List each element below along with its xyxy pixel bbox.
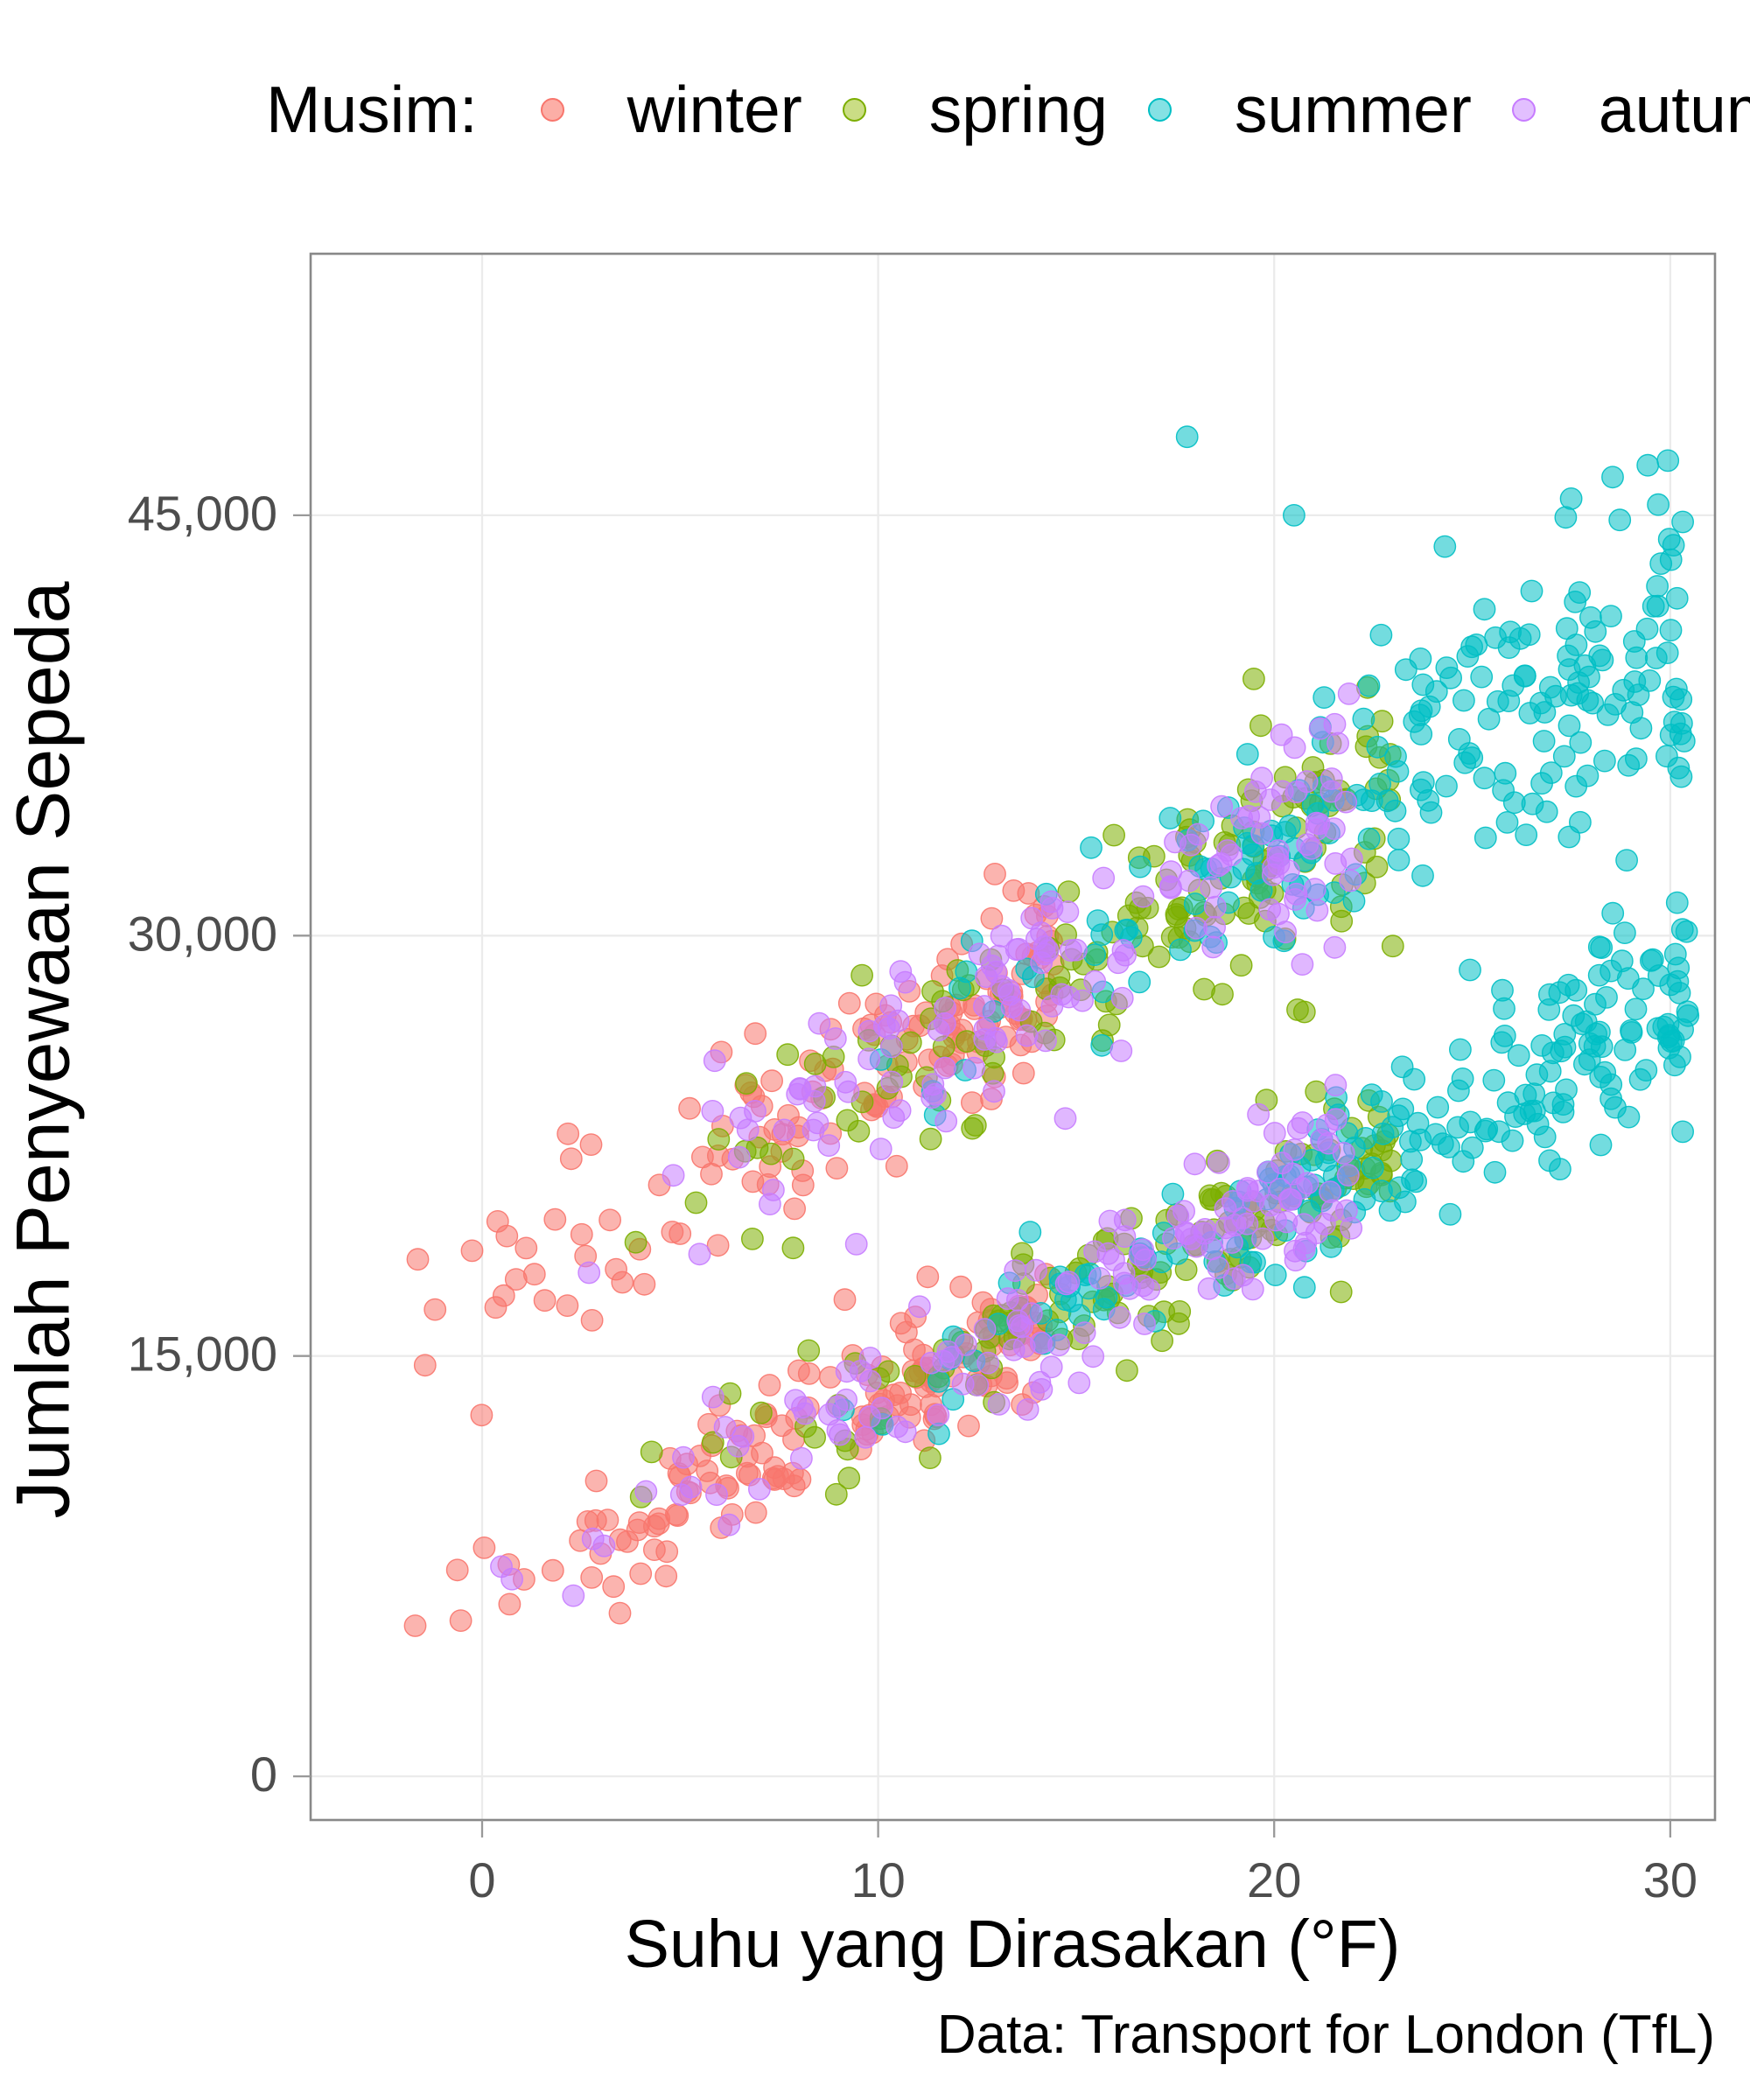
- svg-text:0: 0: [468, 1852, 495, 1908]
- svg-text:10: 10: [850, 1852, 905, 1908]
- svg-text:45,000: 45,000: [128, 486, 277, 541]
- svg-text:0: 0: [250, 1746, 277, 1802]
- svg-text:30: 30: [1643, 1852, 1698, 1908]
- svg-text:20: 20: [1247, 1852, 1301, 1908]
- svg-text:15,000: 15,000: [128, 1326, 277, 1382]
- svg-text:30,000: 30,000: [128, 906, 277, 961]
